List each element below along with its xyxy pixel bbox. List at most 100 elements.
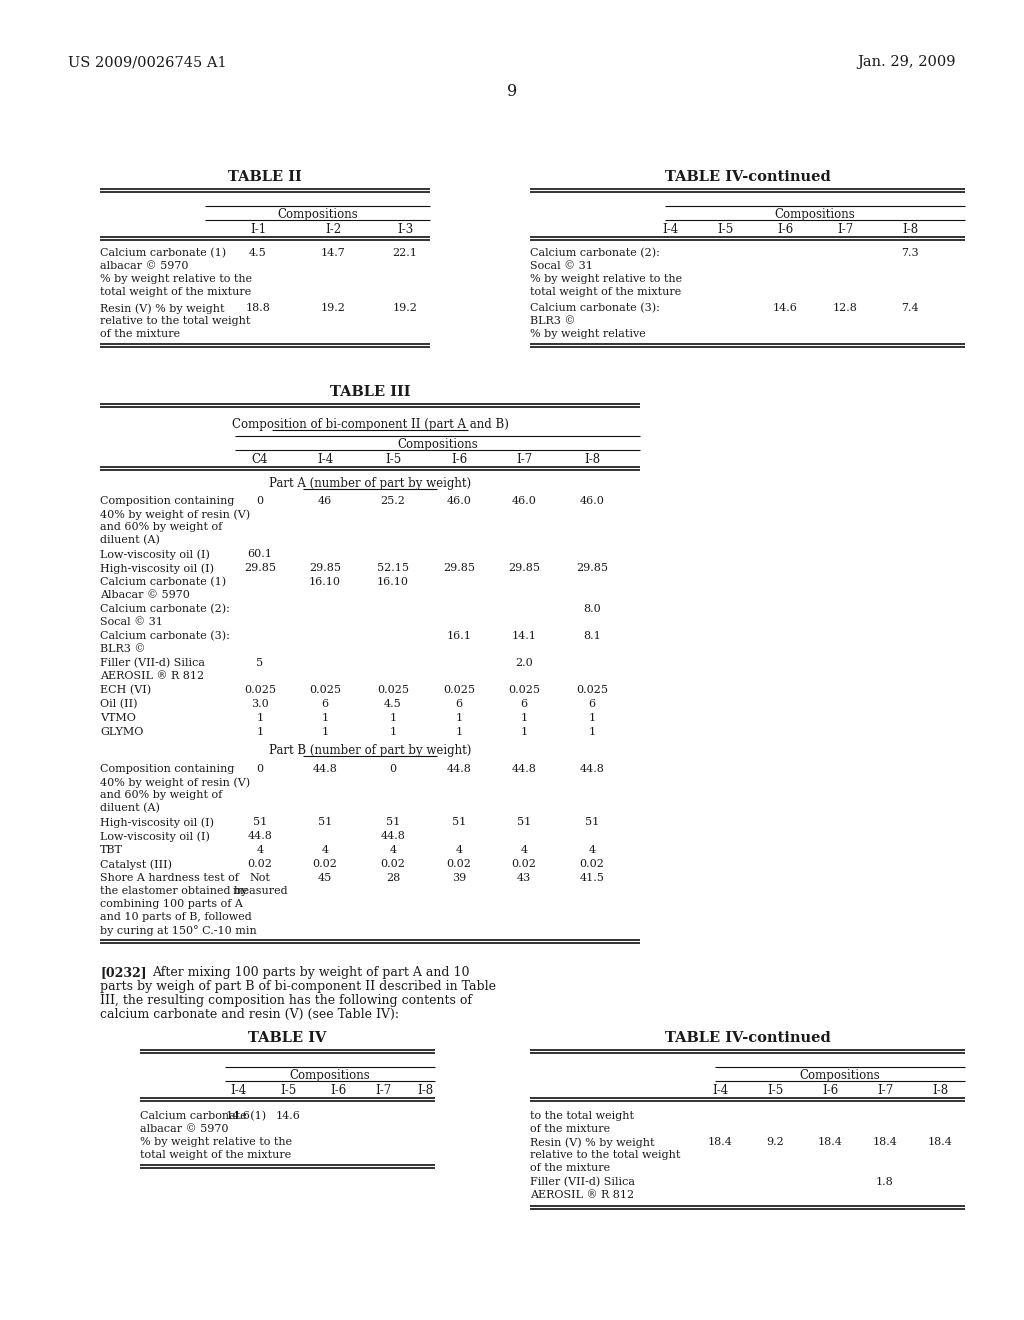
Text: 44.8: 44.8 bbox=[446, 764, 471, 774]
Text: Compositions: Compositions bbox=[397, 438, 478, 451]
Text: 29.85: 29.85 bbox=[575, 564, 608, 573]
Text: 1: 1 bbox=[389, 713, 396, 723]
Text: Low-viscosity oil (I): Low-viscosity oil (I) bbox=[100, 549, 210, 560]
Text: 0.02: 0.02 bbox=[580, 859, 604, 869]
Text: 60.1: 60.1 bbox=[248, 549, 272, 558]
Text: 7.4: 7.4 bbox=[901, 304, 919, 313]
Text: 39: 39 bbox=[452, 873, 466, 883]
Text: 40% by weight of resin (V): 40% by weight of resin (V) bbox=[100, 510, 250, 520]
Text: Catalyst (III): Catalyst (III) bbox=[100, 859, 172, 870]
Text: 14.6: 14.6 bbox=[225, 1111, 251, 1121]
Text: 29.85: 29.85 bbox=[309, 564, 341, 573]
Text: parts by weigh of part B of bi-component II described in Table: parts by weigh of part B of bi-component… bbox=[100, 979, 496, 993]
Text: I-7: I-7 bbox=[375, 1084, 391, 1097]
Text: 5: 5 bbox=[256, 657, 263, 668]
Text: I-6: I-6 bbox=[451, 453, 467, 466]
Text: I-8: I-8 bbox=[932, 1084, 948, 1097]
Text: I-6: I-6 bbox=[777, 223, 794, 236]
Text: 4: 4 bbox=[256, 845, 263, 855]
Text: 1: 1 bbox=[520, 727, 527, 737]
Text: C4: C4 bbox=[252, 453, 268, 466]
Text: 4: 4 bbox=[389, 845, 396, 855]
Text: Not: Not bbox=[250, 873, 270, 883]
Text: 6: 6 bbox=[456, 700, 463, 709]
Text: 29.85: 29.85 bbox=[508, 564, 540, 573]
Text: 25.2: 25.2 bbox=[381, 496, 406, 506]
Text: measured: measured bbox=[232, 886, 288, 896]
Text: 19.2: 19.2 bbox=[321, 304, 345, 313]
Text: I-6: I-6 bbox=[822, 1084, 838, 1097]
Text: 9.2: 9.2 bbox=[766, 1137, 784, 1147]
Text: 18.4: 18.4 bbox=[872, 1137, 897, 1147]
Text: 12.8: 12.8 bbox=[833, 304, 857, 313]
Text: TBT: TBT bbox=[100, 845, 123, 855]
Text: 51: 51 bbox=[585, 817, 599, 828]
Text: I-8: I-8 bbox=[417, 1084, 433, 1097]
Text: 44.8: 44.8 bbox=[312, 764, 338, 774]
Text: Compositions: Compositions bbox=[290, 1069, 371, 1082]
Text: Resin (V) % by weight: Resin (V) % by weight bbox=[100, 304, 224, 314]
Text: High-viscosity oil (I): High-viscosity oil (I) bbox=[100, 564, 214, 574]
Text: 51: 51 bbox=[317, 817, 332, 828]
Text: 1: 1 bbox=[256, 727, 263, 737]
Text: diluent (A): diluent (A) bbox=[100, 803, 160, 813]
Text: I-6: I-6 bbox=[330, 1084, 346, 1097]
Text: I-4: I-4 bbox=[316, 453, 333, 466]
Text: 18.4: 18.4 bbox=[708, 1137, 732, 1147]
Text: 0.02: 0.02 bbox=[446, 859, 471, 869]
Text: VTMO: VTMO bbox=[100, 713, 136, 723]
Text: US 2009/0026745 A1: US 2009/0026745 A1 bbox=[68, 55, 226, 69]
Text: 51: 51 bbox=[386, 817, 400, 828]
Text: 51: 51 bbox=[517, 817, 531, 828]
Text: Jan. 29, 2009: Jan. 29, 2009 bbox=[857, 55, 956, 69]
Text: I-7: I-7 bbox=[516, 453, 532, 466]
Text: 14.6: 14.6 bbox=[772, 304, 798, 313]
Text: 40% by weight of resin (V): 40% by weight of resin (V) bbox=[100, 777, 250, 788]
Text: and 10 parts of B, followed: and 10 parts of B, followed bbox=[100, 912, 252, 921]
Text: 1: 1 bbox=[389, 727, 396, 737]
Text: TABLE IV: TABLE IV bbox=[248, 1031, 327, 1045]
Text: BLR3 ©: BLR3 © bbox=[100, 644, 145, 653]
Text: albacar © 5970: albacar © 5970 bbox=[140, 1125, 228, 1134]
Text: I-8: I-8 bbox=[902, 223, 919, 236]
Text: to the total weight: to the total weight bbox=[530, 1111, 634, 1121]
Text: of the mixture: of the mixture bbox=[100, 329, 180, 339]
Text: I-5: I-5 bbox=[280, 1084, 296, 1097]
Text: combining 100 parts of A: combining 100 parts of A bbox=[100, 899, 243, 909]
Text: 1: 1 bbox=[520, 713, 527, 723]
Text: I-4: I-4 bbox=[662, 223, 678, 236]
Text: I-7: I-7 bbox=[877, 1084, 893, 1097]
Text: 2.0: 2.0 bbox=[515, 657, 532, 668]
Text: Part A (number of part by weight): Part A (number of part by weight) bbox=[269, 477, 471, 490]
Text: 46.0: 46.0 bbox=[512, 496, 537, 506]
Text: 4: 4 bbox=[589, 845, 596, 855]
Text: 0.025: 0.025 bbox=[244, 685, 276, 696]
Text: [0232]: [0232] bbox=[100, 966, 146, 979]
Text: TABLE III: TABLE III bbox=[330, 385, 411, 399]
Text: 0.025: 0.025 bbox=[575, 685, 608, 696]
Text: by curing at 150° C.-10 min: by curing at 150° C.-10 min bbox=[100, 925, 257, 936]
Text: 18.4: 18.4 bbox=[817, 1137, 843, 1147]
Text: 0.025: 0.025 bbox=[443, 685, 475, 696]
Text: total weight of the mixture: total weight of the mixture bbox=[140, 1150, 291, 1160]
Text: Composition containing: Composition containing bbox=[100, 496, 234, 506]
Text: Compositions: Compositions bbox=[278, 209, 357, 220]
Text: 18.4: 18.4 bbox=[928, 1137, 952, 1147]
Text: Compositions: Compositions bbox=[800, 1069, 881, 1082]
Text: Composition containing: Composition containing bbox=[100, 764, 234, 774]
Text: 0: 0 bbox=[256, 764, 263, 774]
Text: and 60% by weight of: and 60% by weight of bbox=[100, 789, 222, 800]
Text: % by weight relative to the: % by weight relative to the bbox=[530, 275, 682, 284]
Text: 4.5: 4.5 bbox=[384, 700, 401, 709]
Text: of the mixture: of the mixture bbox=[530, 1163, 610, 1173]
Text: albacar © 5970: albacar © 5970 bbox=[100, 261, 188, 271]
Text: I-8: I-8 bbox=[584, 453, 600, 466]
Text: 4: 4 bbox=[322, 845, 329, 855]
Text: Albacar © 5970: Albacar © 5970 bbox=[100, 590, 189, 601]
Text: Composition of bi-component II (part A and B): Composition of bi-component II (part A a… bbox=[231, 418, 509, 432]
Text: 8.0: 8.0 bbox=[583, 605, 601, 614]
Text: 1: 1 bbox=[322, 713, 329, 723]
Text: 18.8: 18.8 bbox=[246, 304, 270, 313]
Text: relative to the total weight: relative to the total weight bbox=[530, 1150, 680, 1160]
Text: 44.8: 44.8 bbox=[381, 832, 406, 841]
